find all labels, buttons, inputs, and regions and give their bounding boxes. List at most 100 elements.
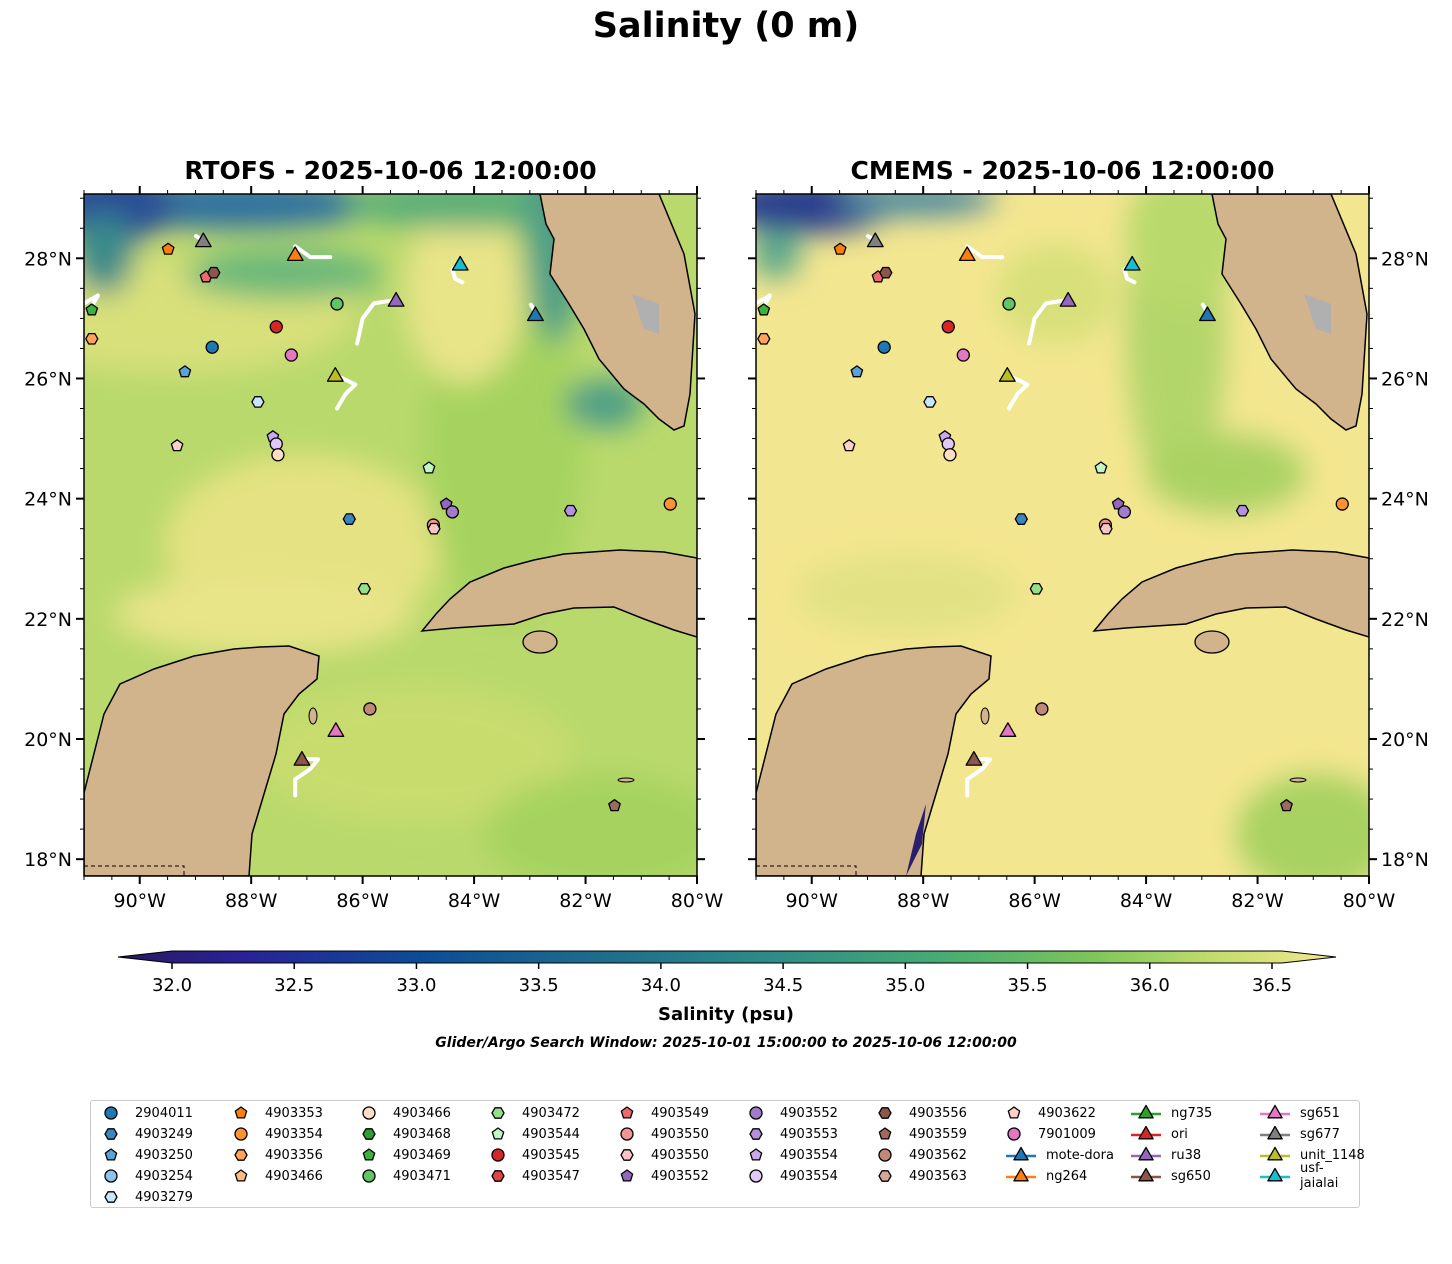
search-window-caption: Glider/Argo Search Window: 2025-10-01 15… bbox=[435, 1035, 1017, 1051]
marker-4903471 bbox=[330, 297, 344, 311]
legend-marker bbox=[104, 1191, 118, 1203]
circle-icon bbox=[234, 1127, 248, 1141]
marker-mote-dora bbox=[1198, 306, 1216, 322]
marker-usf-jaialai bbox=[1123, 255, 1141, 271]
legend-label: 4903550 bbox=[651, 1147, 709, 1163]
marker-unit_1148 bbox=[998, 367, 1016, 382]
lat-tick-label: 22°N bbox=[1381, 609, 1429, 631]
marker-sg651 bbox=[999, 722, 1017, 737]
legend-label: 4903552 bbox=[780, 1105, 838, 1121]
circle-icon bbox=[362, 1106, 376, 1120]
lat-tick-label: 24°N bbox=[1381, 489, 1429, 511]
legend-label: 4903544 bbox=[522, 1126, 580, 1142]
marker-4903353 bbox=[161, 242, 175, 255]
marker-ru38 bbox=[387, 291, 405, 307]
legend-label: 4903250 bbox=[135, 1147, 193, 1163]
marker-4903556 bbox=[879, 266, 893, 279]
legend-item: 4903353 bbox=[233, 1103, 323, 1123]
legend-label: 4903466 bbox=[393, 1105, 451, 1121]
legend-label: ru38 bbox=[1171, 1147, 1202, 1163]
legend-item: sg651 bbox=[1260, 1103, 1340, 1123]
legend-item: 4903254 bbox=[103, 1166, 193, 1186]
colorbar-tick-label: 32.5 bbox=[274, 975, 315, 996]
legend-marker bbox=[878, 1107, 892, 1119]
legend-marker bbox=[234, 1127, 248, 1141]
legend-item: 4903468 bbox=[361, 1124, 451, 1144]
marker-4903353 bbox=[833, 242, 847, 255]
marker-ng264 bbox=[958, 246, 976, 262]
cozumel-land bbox=[308, 707, 318, 725]
lat-tick-label: 24°N bbox=[24, 489, 72, 511]
land bbox=[756, 194, 1369, 876]
salinity-colorbar bbox=[117, 950, 1337, 969]
legend-item: sg650 bbox=[1131, 1166, 1211, 1186]
legend-marker bbox=[362, 1148, 376, 1161]
marker-4903559 bbox=[1280, 799, 1293, 812]
legend-label: 4903466 bbox=[265, 1168, 323, 1184]
hexagon-icon bbox=[491, 1107, 505, 1119]
legend-item: 4903279 bbox=[103, 1187, 193, 1207]
legend-item: 4903563 bbox=[877, 1166, 967, 1186]
colorbar-tick-label: 34.0 bbox=[640, 975, 681, 996]
legend-item: 4903354 bbox=[233, 1124, 323, 1144]
colorbar-label: Salinity (psu) bbox=[658, 1004, 794, 1025]
legend-item: 4903562 bbox=[877, 1145, 967, 1165]
yucatan-land bbox=[756, 645, 992, 876]
marker-4903356 bbox=[757, 332, 771, 345]
marker-4903279 bbox=[251, 396, 265, 408]
legend-item: 4903554 bbox=[748, 1166, 838, 1186]
glider-track bbox=[965, 244, 1005, 260]
marker-4903354 bbox=[1335, 497, 1349, 511]
colorbar-tick-label: 36.0 bbox=[1129, 975, 1170, 996]
legend-item: usf-jaialai bbox=[1260, 1161, 1359, 1191]
marker-4903469 bbox=[757, 303, 771, 316]
lon-tick-label: 90°W bbox=[785, 890, 838, 912]
triangle-line-icon bbox=[1260, 1146, 1290, 1161]
marker-4903471 bbox=[1002, 297, 1016, 311]
legend-label: 4903559 bbox=[909, 1126, 967, 1142]
pentagon-icon bbox=[1007, 1106, 1021, 1119]
hexagon-icon bbox=[104, 1128, 118, 1140]
legend-marker bbox=[491, 1148, 505, 1162]
figure-title: Salinity (0 m) bbox=[592, 6, 860, 46]
legend-label: 4903547 bbox=[522, 1168, 580, 1184]
marker-4903356 bbox=[85, 332, 99, 345]
legend-item: unit_1148 bbox=[1260, 1145, 1365, 1165]
marker-unit_1148 bbox=[326, 367, 344, 382]
legend-marker bbox=[234, 1149, 248, 1161]
florida-land bbox=[539, 194, 696, 431]
lon-tick-label: 84°W bbox=[1120, 890, 1173, 912]
marker-4903250 bbox=[178, 365, 192, 378]
legend-item: 4903547 bbox=[490, 1166, 580, 1186]
legend-label: ng735 bbox=[1171, 1105, 1213, 1121]
legend-marker bbox=[1007, 1127, 1021, 1141]
legend-marker bbox=[1267, 1146, 1283, 1161]
legend-marker bbox=[362, 1169, 376, 1183]
legend-item: 4903469 bbox=[361, 1145, 451, 1165]
marker-sg677 bbox=[866, 232, 884, 248]
hexagon-icon bbox=[878, 1170, 892, 1182]
legend-label: 4903622 bbox=[1038, 1105, 1096, 1121]
marker-4903354 bbox=[663, 497, 677, 511]
marker-4903553 bbox=[1235, 504, 1250, 517]
colorbar-tick-label: 32.0 bbox=[151, 975, 193, 996]
marker-2904011 bbox=[877, 340, 891, 354]
hexagon-icon bbox=[104, 1191, 118, 1203]
triangle-line-icon bbox=[1006, 1167, 1036, 1182]
triangle-line-icon bbox=[1131, 1167, 1161, 1182]
legend-label: 4903562 bbox=[909, 1147, 967, 1163]
lon-tick-label: 80°W bbox=[671, 890, 724, 912]
triangle-line-icon bbox=[1260, 1125, 1290, 1140]
lon-tick-label: 86°W bbox=[336, 890, 389, 912]
marker-4903249 bbox=[1014, 513, 1028, 525]
legend-item: 7901009 bbox=[1006, 1124, 1096, 1144]
marker-4903552 bbox=[1117, 505, 1132, 519]
colorbar-tick-label: 33.0 bbox=[396, 975, 437, 996]
land bbox=[84, 194, 697, 876]
cozumel-land bbox=[980, 707, 990, 725]
legend-item: 4903249 bbox=[103, 1124, 193, 1144]
legend-marker bbox=[1013, 1167, 1029, 1182]
marker-2904011 bbox=[205, 340, 219, 354]
legend-item: 4903550 bbox=[619, 1124, 709, 1144]
legend-label: 4903279 bbox=[135, 1189, 193, 1205]
